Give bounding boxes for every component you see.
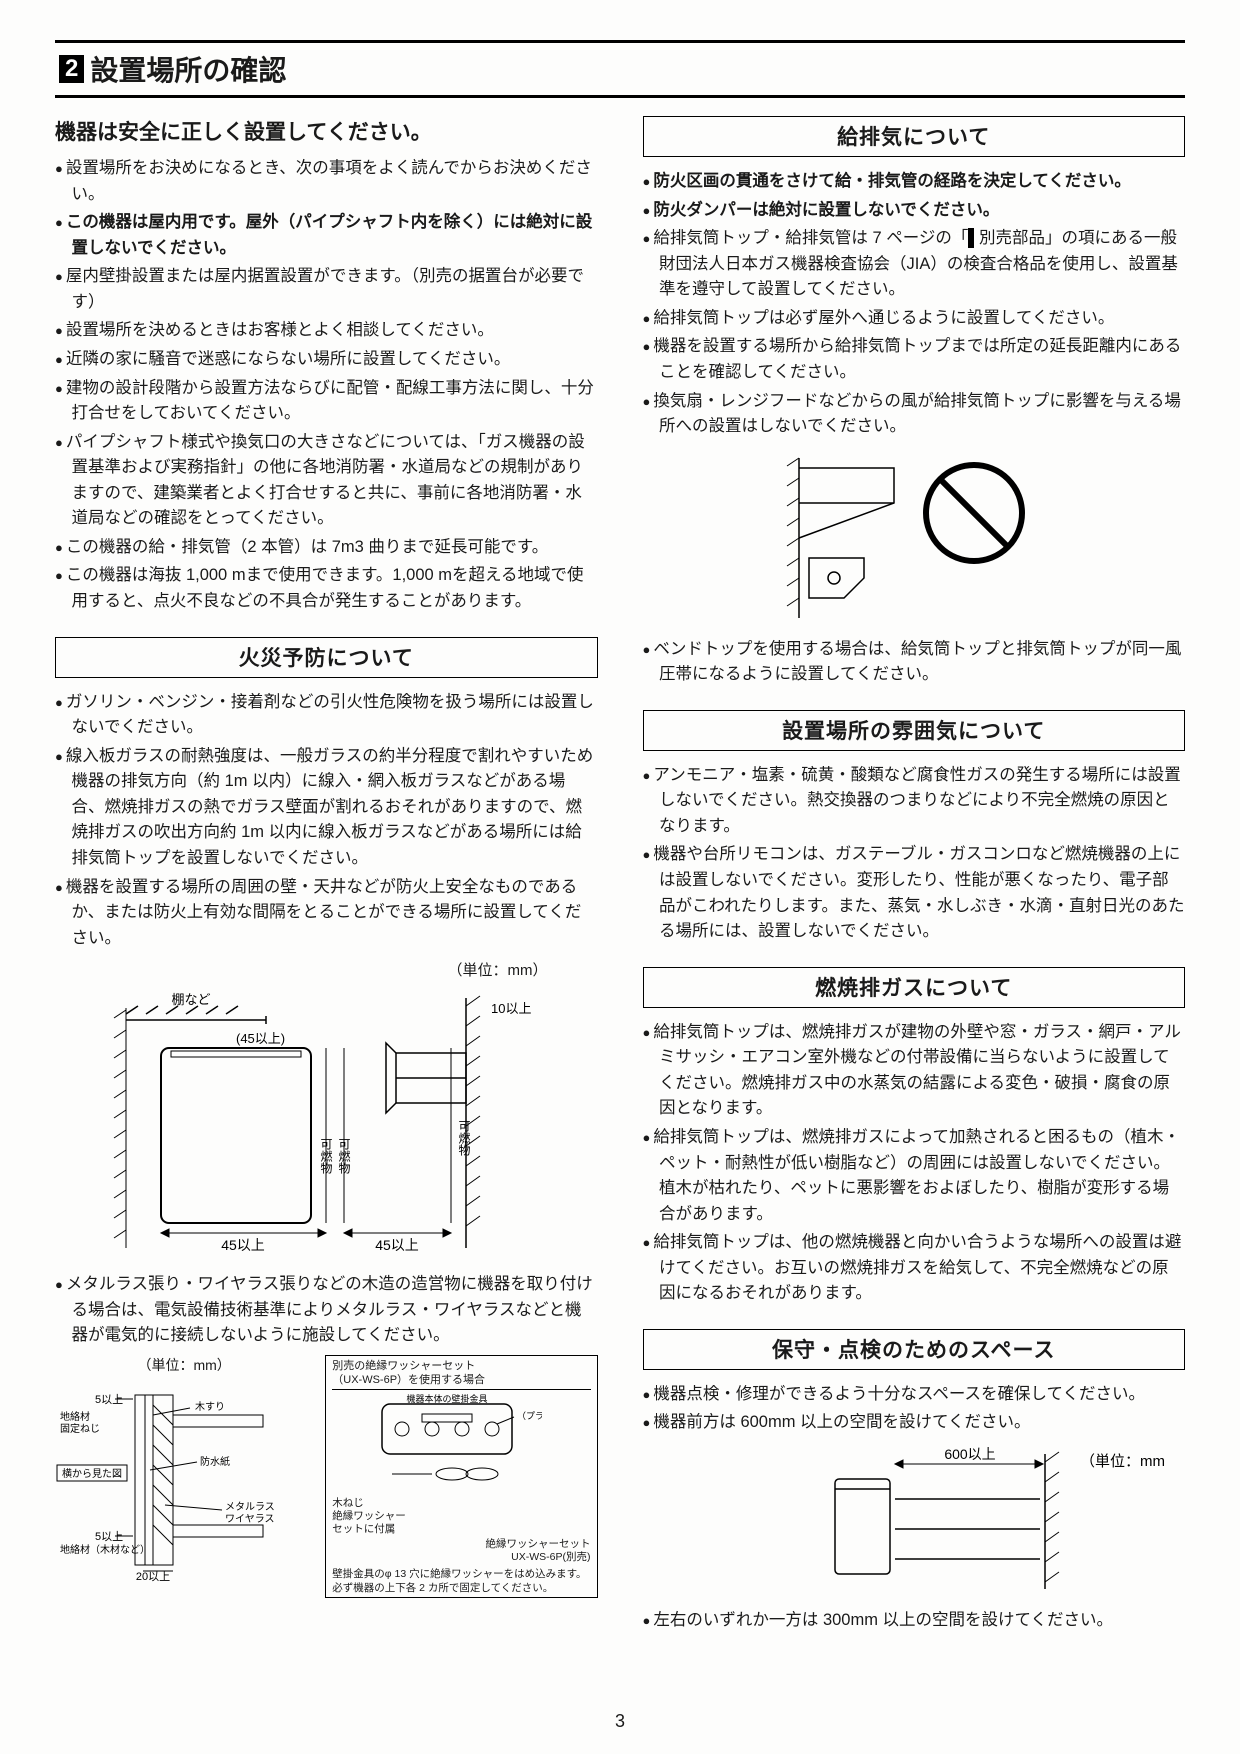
svg-text:10以上: 10以上 — [491, 1001, 531, 1016]
left-column: 機器は安全に正しく設置してください。 設置場所をお決めになるとき、次の事項をよく… — [55, 116, 598, 1637]
fig2-wrap: （単位：mm） — [55, 1355, 598, 1599]
maint-after: 左右のいずれか一方は 300mm 以上の空間を設けてください。 — [643, 1608, 1186, 1634]
fig1-diagram: 棚など (45以上) 可燃物 可燃物 — [55, 988, 598, 1258]
svg-text:木すり: 木すり — [195, 1401, 225, 1413]
section-header: 2 設置場所の確認 — [55, 40, 1185, 98]
atmos-bullets: アンモニア・塩素・硫黄・酸類など腐食性ガスの発生する場所には設置しないでください… — [643, 763, 1186, 945]
svg-text:ワイヤラス: ワイヤラス — [225, 1513, 275, 1525]
vent-bold-bullets: 防火区画の貫通をさけて給・排気管の経路を決定してください。防火ダンパーは絶対に設… — [643, 169, 1186, 223]
vent-after: ベンドトップを使用する場合は、給気筒トップと排気筒トップが同一風圧帯になるように… — [643, 637, 1186, 688]
svg-text:20以上: 20以上 — [136, 1570, 170, 1583]
svg-text:45以上: 45以上 — [375, 1237, 419, 1253]
svg-text:メタルラス: メタルラス — [225, 1501, 275, 1513]
right-column: 給排気について 防火区画の貫通をさけて給・排気管の経路を決定してください。防火ダ… — [643, 116, 1186, 1637]
svg-text:固定ねじ: 固定ねじ — [60, 1422, 100, 1435]
svg-text:600以上: 600以上 — [944, 1446, 995, 1462]
fig1-tana-label: 棚など — [172, 992, 211, 1007]
section-number: 2 — [59, 55, 84, 84]
fire-bullets: ガソリン・ベンジン・接着剤などの引火性危険物を扱う場所には設置しないでください。… — [55, 690, 598, 952]
fig2-jibeta-label: 地絡材 — [60, 1410, 90, 1423]
svg-text:（単位：mm）: （単位：mm） — [1080, 1453, 1165, 1470]
fig2-right: 別売の絶縁ワッシャーセット （UX-WS-6P）を使用する場合 機器本体の壁掛金… — [325, 1355, 597, 1599]
svg-text:可燃物: 可燃物 — [319, 1138, 333, 1174]
svg-text:地絡材（木材など）: 地絡材（木材など） — [60, 1543, 150, 1556]
svg-text:可燃物: 可燃物 — [337, 1138, 351, 1174]
exhaust-title: 燃焼排ガスについて — [643, 967, 1186, 1008]
svg-text:機器本体の壁掛金具: 機器本体の壁掛金具 — [407, 1394, 488, 1404]
fire-prevention-title: 火災予防について — [55, 637, 598, 678]
exhaust-bullets: 給排気筒トップは、燃焼排ガスが建物の外壁や窓・ガラス・網戸・アルミサッシ・エアコ… — [643, 1020, 1186, 1307]
svg-text:可燃物: 可燃物 — [457, 1120, 471, 1156]
atmos-title: 設置場所の雰囲気について — [643, 710, 1186, 751]
section-title: 設置場所の確認 — [90, 49, 286, 89]
fig1-unit: （単位：mm） — [55, 959, 598, 980]
fig2-left: （単位：mm） — [55, 1355, 313, 1599]
lead-text: 機器は安全に正しく設置してください。 — [55, 116, 598, 146]
maint-title: 保守・点検のためのスペース — [643, 1329, 1186, 1370]
maint-diagram: 600以上 （単位：mm） — [643, 1444, 1186, 1594]
svg-text:横から見た図: 横から見た図 — [62, 1467, 122, 1480]
intro-bullets: 設置場所をお決めになるとき、次の事項をよく読んでからお決めください。この機器は屋… — [55, 156, 598, 615]
vent-bullets: 給排気筒トップ・給排気管は 7 ページの「5 別売部品」の項にある一般財団法人日… — [643, 226, 1186, 440]
svg-text:45以上: 45以上 — [221, 1237, 265, 1253]
svg-text:（プラグ）: （プラグ） — [517, 1410, 542, 1421]
rangehood-diagram — [643, 448, 1186, 623]
svg-text:防水紙: 防水紙 — [200, 1455, 230, 1468]
maint-bullets: 機器点検・修理ができるよう十分なスペースを確保してください。機器前方は 600m… — [643, 1382, 1186, 1436]
metal-bullet: メタルラス張り・ワイヤラス張りなどの木造の造営物に機器を取り付ける場合は、電気設… — [55, 1272, 598, 1349]
vent-title: 給排気について — [643, 116, 1186, 157]
svg-text:(45以上): (45以上) — [236, 1031, 285, 1046]
page-number: 3 — [0, 1711, 1240, 1732]
